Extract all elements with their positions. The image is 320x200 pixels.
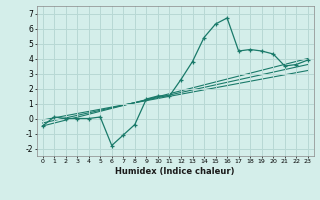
X-axis label: Humidex (Indice chaleur): Humidex (Indice chaleur) bbox=[116, 167, 235, 176]
